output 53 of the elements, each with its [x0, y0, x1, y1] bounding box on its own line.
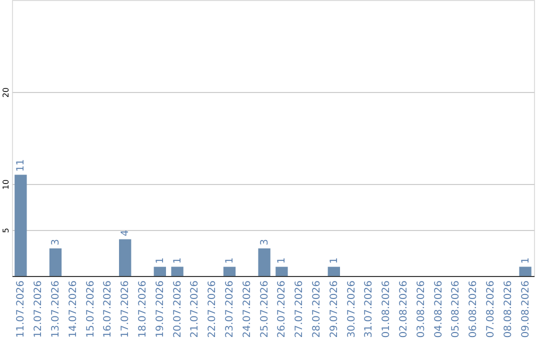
x-tick-label: 09.08.2026 [520, 280, 532, 338]
x-tick-label: 20.07.2026 [172, 280, 184, 338]
data-label: 3 [259, 239, 270, 246]
x-tick-label: 29.07.2026 [328, 280, 340, 338]
x-tick-label: 26.07.2026 [276, 280, 288, 338]
x-tick-label: 28.07.2026 [312, 280, 322, 338]
x-tick-label: 05.08.2026 [450, 280, 462, 338]
x-tick-label: 19.07.2026 [154, 280, 166, 338]
x-tick-label: 30.07.2026 [346, 280, 358, 338]
x-tick-label: 25.07.2026 [259, 280, 270, 338]
data-label: 11 [16, 159, 27, 172]
data-label: 3 [50, 239, 62, 246]
data-label: 1 [328, 257, 340, 264]
bar [519, 266, 532, 276]
x-tick-label: 17.07.2026 [120, 280, 132, 338]
bar [223, 266, 236, 276]
bar [154, 266, 166, 276]
x-tick-label: 02.08.2026 [398, 280, 410, 338]
x-tick-label: 21.07.2026 [190, 280, 201, 338]
x-tick-label: 07.08.2026 [486, 280, 496, 338]
y-tick-label: 10 [2, 179, 10, 190]
x-tick-label: 22.07.2026 [207, 280, 218, 338]
data-label: 1 [154, 257, 166, 264]
bar [14, 174, 27, 276]
bar [171, 266, 184, 276]
x-tick-label: 24.07.2026 [242, 280, 253, 338]
x-tick-label: 08.08.2026 [502, 280, 514, 338]
x-tick-label: 15.07.2026 [85, 280, 96, 338]
x-tick-label: 31.07.2026 [364, 280, 375, 338]
x-tick-label: 27.07.2026 [294, 280, 306, 338]
data-label: 4 [120, 230, 132, 236]
x-tick-label: 11.07.2026 [16, 280, 27, 338]
x-tick-label: 14.07.2026 [68, 280, 79, 338]
bar [119, 239, 132, 276]
x-tick-label: 03.08.2026 [416, 280, 427, 338]
bar [49, 248, 62, 276]
data-label: 1 [172, 257, 184, 264]
x-tick-label: 01.08.2026 [381, 280, 392, 338]
bar [276, 266, 288, 276]
y-tick-label: 5 [2, 228, 10, 234]
y-tick-label: 20 [2, 87, 10, 98]
x-tick-label: 18.07.2026 [138, 280, 148, 338]
data-label: 1 [276, 257, 288, 264]
data-label: 1 [224, 257, 236, 264]
x-tick-label: 23.07.2026 [224, 280, 236, 338]
x-tick-label: 06.08.2026 [468, 280, 480, 338]
x-tick-label: 16.07.2026 [102, 280, 114, 338]
data-label: 1 [520, 257, 532, 264]
bar [258, 248, 270, 276]
x-tick-label: 13.07.2026 [50, 280, 62, 338]
x-tick-label: 04.08.2026 [433, 280, 444, 338]
bar [328, 266, 340, 276]
x-tick-label: 12.07.2026 [33, 280, 44, 338]
